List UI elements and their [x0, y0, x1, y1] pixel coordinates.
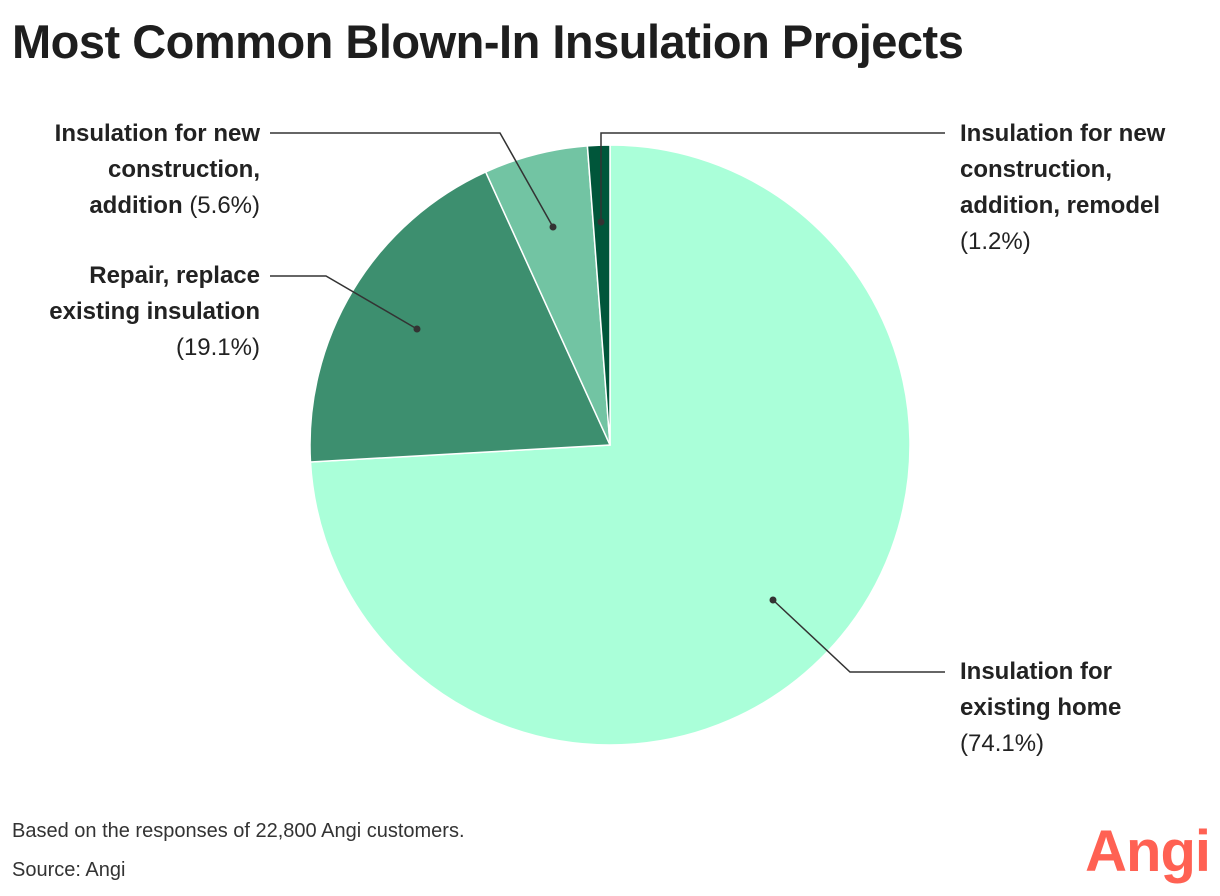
- label-existing-home: Insulation for existing home (74.1%): [960, 654, 1121, 762]
- label-remodel-line3: addition, remodel: [960, 192, 1161, 219]
- label-repair: Repair, replace existing insulation (19.…: [49, 258, 260, 366]
- label-new-construction-line3: addition: [89, 192, 183, 219]
- leader-dot-existing-home: [769, 596, 777, 604]
- pie-slice-remodel: [586, 144, 611, 446]
- label-existing-home-pct: (74.1%): [960, 730, 1045, 757]
- angi-logo: Angi: [1085, 819, 1211, 884]
- leader-line-repair: [270, 275, 418, 330]
- label-new-construction-pct: (5.6%): [189, 192, 260, 219]
- label-repair-pct: (19.1%): [175, 334, 260, 361]
- label-repair-line2: existing insulation: [49, 298, 260, 325]
- chart-title: Most Common Blown-In Insulation Projects: [12, 15, 964, 68]
- pie-slice-repair: [309, 170, 612, 463]
- leader-line-existing-home: [772, 599, 945, 673]
- label-new-construction-line1: Insulation for new: [54, 120, 260, 147]
- label-remodel-line1: Insulation for new: [960, 120, 1166, 147]
- label-repair-line1: Repair, replace: [89, 262, 260, 289]
- leader-dot-new-construction: [549, 223, 557, 231]
- leader-line-remodel: [600, 132, 945, 222]
- footer-source: Source: Angi: [12, 859, 126, 881]
- leader-dot-remodel: [597, 218, 605, 226]
- footer-note: Based on the responses of 22,800 Angi cu…: [12, 820, 465, 842]
- label-new-construction-line2: construction,: [107, 156, 260, 183]
- label-existing-home-line2: existing home: [960, 694, 1122, 721]
- label-existing-home-line1: Insulation for: [960, 658, 1112, 685]
- label-new-construction: Insulation for new construction, additio…: [55, 116, 260, 224]
- label-remodel-line2: construction,: [960, 156, 1113, 183]
- label-remodel-pct: (1.2%): [960, 228, 1031, 255]
- leader-line-new-construction: [270, 132, 554, 228]
- leader-dot-repair: [413, 325, 421, 333]
- label-remodel: Insulation for new construction, additio…: [960, 116, 1165, 260]
